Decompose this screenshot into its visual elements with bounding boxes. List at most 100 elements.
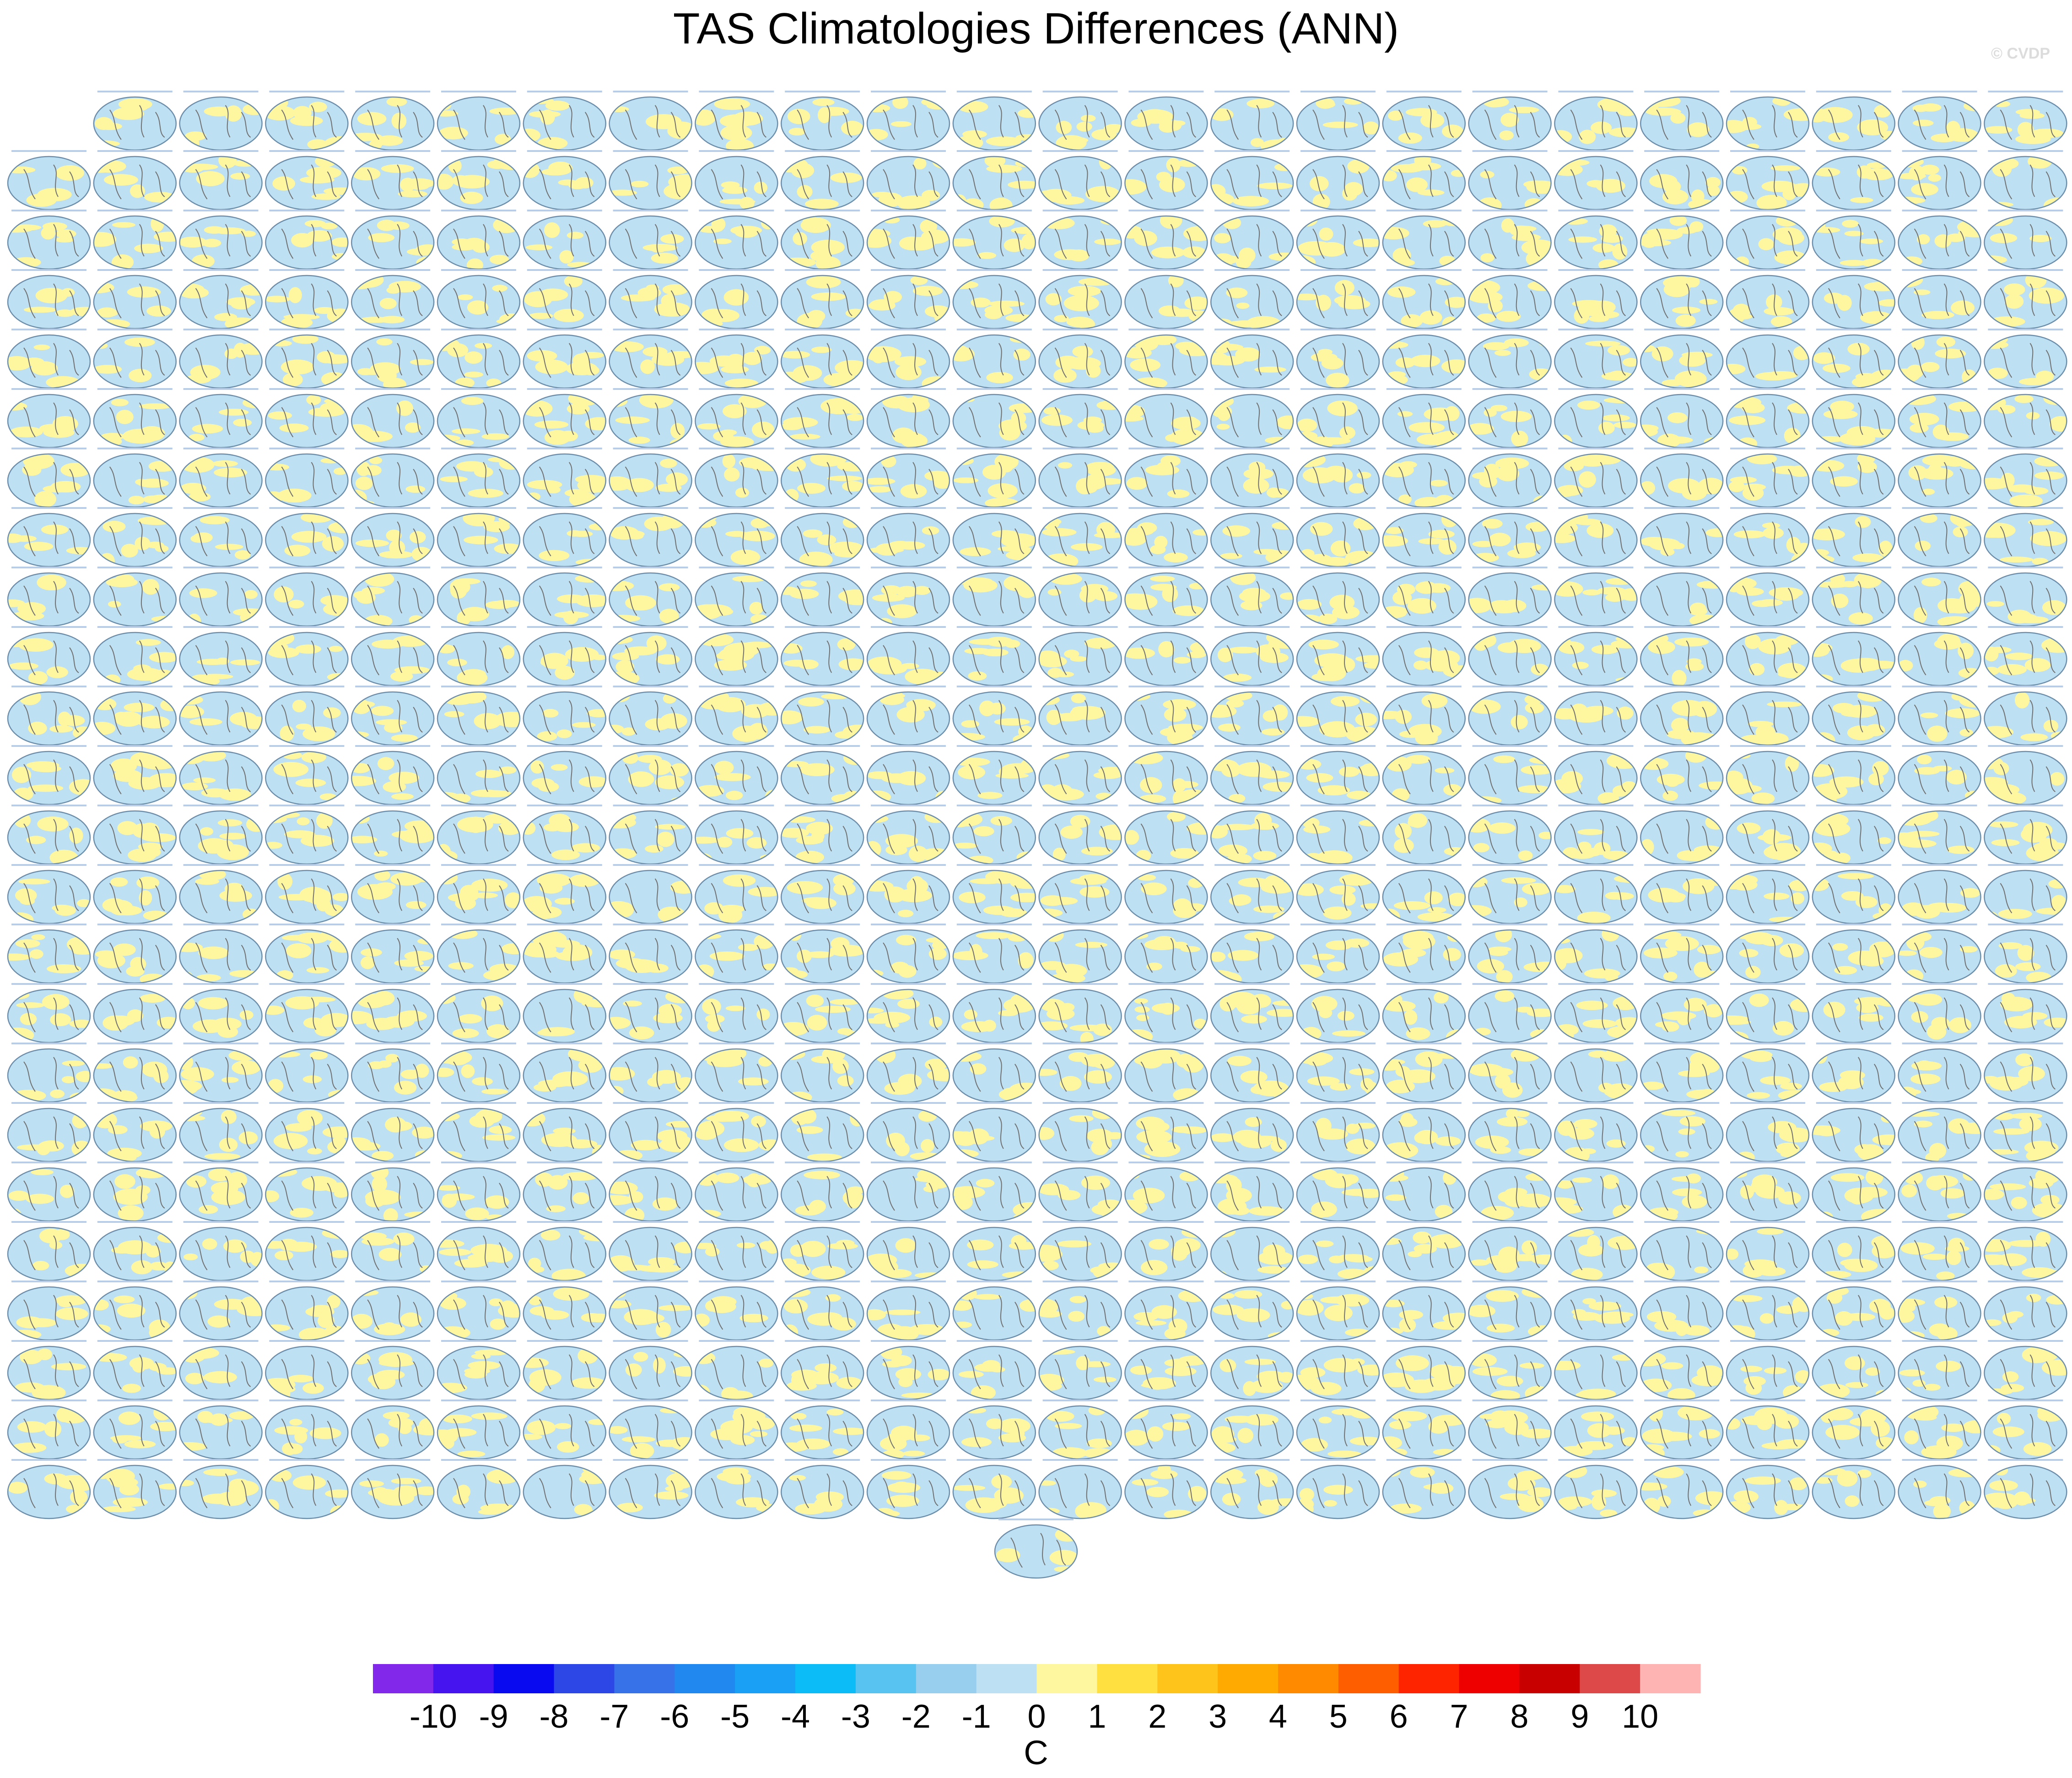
- panel-title-mark: [1042, 1162, 1118, 1163]
- panel-title-mark: [269, 507, 345, 509]
- warm-anomaly-blob: [609, 189, 637, 196]
- warm-anomaly-blob: [304, 220, 326, 227]
- warm-anomaly-blob: [2017, 122, 2034, 138]
- warm-anomaly-blob: [1329, 594, 1355, 611]
- panel-title-mark: [956, 1043, 1032, 1044]
- warm-anomaly-blob: [8, 1027, 34, 1043]
- warm-anomaly-blob: [487, 160, 508, 169]
- map-panel: [952, 864, 1036, 924]
- warm-anomaly-blob: [106, 577, 138, 588]
- map-panel: [1038, 210, 1122, 270]
- warm-anomaly-blob: [62, 1060, 85, 1066]
- warm-anomaly-blob: [1521, 239, 1551, 256]
- warm-anomaly-blob: [319, 793, 337, 800]
- panel-title-mark: [1644, 864, 1720, 866]
- warm-anomaly-blob: [953, 1051, 982, 1062]
- warm-anomaly-blob: [148, 460, 176, 472]
- warm-anomaly-blob: [1310, 176, 1329, 191]
- map-panel: [437, 924, 521, 984]
- warm-anomaly-blob: [29, 949, 43, 959]
- warm-anomaly-blob: [895, 1141, 910, 1157]
- panel-title-mark: [527, 269, 602, 271]
- warm-anomaly-blob: [1736, 785, 1762, 793]
- warm-anomaly-blob: [1189, 583, 1205, 589]
- map-panel: [437, 1162, 521, 1222]
- panel-title-mark: [1472, 686, 1548, 687]
- warm-anomaly-blob: [1818, 107, 1853, 123]
- map-panel: [1554, 567, 1638, 627]
- coastline: [1914, 164, 1970, 200]
- map-panel: [866, 567, 950, 627]
- warm-anomaly-blob: [200, 827, 213, 836]
- warm-anomaly-blob: [1150, 576, 1175, 582]
- panel-title-mark: [441, 1043, 516, 1044]
- warm-anomaly-blob: [1226, 991, 1257, 1008]
- warm-anomaly-blob: [1170, 120, 1186, 126]
- panel-title-mark: [97, 507, 173, 509]
- map-panel: [351, 150, 435, 211]
- warm-anomaly-blob: [379, 551, 413, 559]
- coastline: [453, 343, 509, 378]
- warm-anomaly-blob: [2034, 456, 2065, 467]
- warm-anomaly-blob: [1813, 168, 1840, 177]
- warm-anomaly-blob: [437, 173, 454, 190]
- map-panel: [1554, 91, 1638, 151]
- warm-anomaly-blob: [977, 252, 997, 259]
- warm-anomaly-blob: [1909, 413, 1939, 426]
- map-panel: [780, 507, 864, 567]
- panel-title-mark: [956, 210, 1032, 211]
- warm-anomaly-blob: [969, 638, 1003, 645]
- coastline: [1570, 224, 1626, 259]
- panel-title-mark: [1730, 388, 1805, 390]
- coastline: [1570, 105, 1626, 140]
- panel-title-mark: [1730, 448, 1805, 449]
- panel-title-mark: [1816, 924, 1891, 925]
- panel-title-mark: [97, 210, 173, 211]
- warm-anomaly-blob: [181, 1067, 214, 1081]
- panel-title-mark: [183, 448, 259, 449]
- warm-anomaly-blob: [1150, 335, 1177, 346]
- panel-title-mark: [527, 983, 602, 985]
- map-panel: [523, 983, 607, 1043]
- warm-anomaly-blob: [457, 294, 473, 300]
- warm-anomaly-blob: [1597, 792, 1619, 805]
- map-panel: [695, 269, 778, 330]
- panel-title-mark: [11, 329, 86, 330]
- map-panel: [1468, 448, 1552, 508]
- map-panel: [1124, 150, 1208, 211]
- warm-anomaly-blob: [499, 456, 520, 470]
- warm-anomaly-blob: [976, 1178, 995, 1188]
- warm-anomaly-blob: [723, 404, 747, 418]
- map-panel: [265, 686, 349, 746]
- panel-title-mark: [1902, 626, 1977, 628]
- map-panel: [609, 864, 692, 924]
- warm-anomaly-blob: [1672, 1188, 1702, 1197]
- panel-title-mark: [1730, 1162, 1805, 1163]
- panel-title-mark: [1300, 388, 1376, 390]
- panel-title-mark: [1902, 567, 1977, 568]
- coastline: [1398, 105, 1454, 140]
- warm-anomaly-blob: [1353, 238, 1379, 248]
- warm-anomaly-blob: [1914, 1120, 1932, 1128]
- warm-anomaly-blob: [1554, 1024, 1579, 1036]
- panel-title-mark: [11, 1043, 86, 1044]
- warm-anomaly-blob: [1705, 177, 1721, 188]
- map-panel: [1726, 329, 1810, 389]
- coastline: [797, 283, 853, 319]
- warm-anomaly-blob: [204, 1153, 240, 1160]
- map-panel: [1984, 210, 2067, 270]
- warm-anomaly-blob: [198, 997, 228, 1010]
- warm-anomaly-blob: [321, 222, 338, 230]
- warm-anomaly-blob: [1317, 665, 1346, 681]
- warm-anomaly-blob: [485, 600, 513, 609]
- warm-anomaly-blob: [101, 432, 125, 440]
- warm-anomaly-blob: [811, 346, 832, 353]
- panel-title-mark: [527, 150, 602, 152]
- warm-anomaly-blob: [1613, 422, 1636, 428]
- panel-title-mark: [871, 329, 946, 330]
- warm-anomaly-blob: [388, 281, 421, 292]
- warm-anomaly-blob: [1419, 310, 1442, 325]
- warm-anomaly-blob: [1081, 847, 1113, 856]
- warm-anomaly-blob: [1279, 592, 1294, 600]
- warm-anomaly-blob: [1365, 378, 1379, 386]
